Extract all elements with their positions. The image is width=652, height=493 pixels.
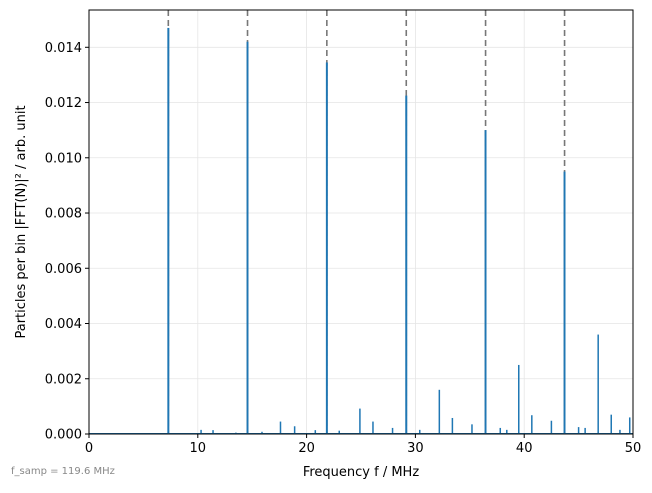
y-tick-label: 0.002: [45, 372, 82, 387]
spectrum-bar: [550, 420, 553, 434]
x-tick-label: 20: [298, 441, 315, 456]
spectrum-bar: [518, 364, 520, 434]
y-tick-label: 0.010: [45, 151, 82, 166]
spectrum-bar: [499, 427, 502, 434]
spectrum-bar: [471, 424, 473, 434]
spectrum-bar: [628, 417, 631, 434]
x-tick-label: 10: [190, 441, 207, 456]
harmonic-reference-lines: [167, 10, 566, 434]
spectrum-peak-bar: [325, 62, 328, 434]
spectrum-peak-bar: [484, 130, 487, 434]
plot-area-frame: [88, 9, 634, 435]
y-tick-label: 0.008: [45, 207, 82, 222]
spectrum-bar: [372, 421, 374, 434]
spectrum-bars: [89, 27, 633, 434]
spectrum-bar: [200, 429, 202, 434]
x-tick-label: 40: [516, 441, 533, 456]
spectrum-bar: [338, 430, 340, 434]
x-tick-label: 30: [407, 441, 424, 456]
spectrum-bar: [359, 408, 361, 434]
spectrum-bar: [610, 414, 612, 434]
y-tick-label: 0.014: [45, 41, 82, 56]
spectrum-peak-bar: [246, 41, 249, 434]
spectrum-bar: [235, 432, 237, 434]
spectrum-bar: [619, 429, 621, 434]
y-tick-label: 0.004: [45, 317, 82, 332]
spectrum-bar: [506, 429, 508, 434]
y-axis-label: Particles per bin |FFT(N)|² / arb. unit: [14, 105, 29, 338]
spectrum-bar: [597, 334, 599, 434]
sampling-frequency-note: f_samp = 119.6 MHz: [11, 466, 115, 477]
y-tick-label: 0.012: [45, 96, 82, 111]
spectrum-bar: [314, 430, 317, 434]
spectrum-peak-bar: [563, 171, 566, 434]
spectrum-bar: [391, 427, 394, 434]
x-axis-ticks: 0 10 20 30 40 50: [85, 434, 641, 456]
y-tick-label: 0.006: [45, 262, 82, 277]
spectrum-bar: [419, 429, 421, 434]
x-tick-label: 50: [625, 441, 642, 456]
x-axis-label: Frequency f / MHz: [303, 465, 420, 480]
spectrum-bar: [261, 431, 263, 434]
y-axis-ticks: 0.000 0.002 0.004 0.006 0.008 0.010 0.012 0.014: [45, 41, 89, 443]
spectrum-bar: [279, 421, 282, 434]
spectrum-peak-bar: [405, 95, 408, 434]
spectrum-bar: [584, 427, 586, 434]
spectrum-bar: [438, 389, 441, 434]
spectrum-bar: [577, 427, 580, 434]
spectrum-peak-bar: [167, 27, 170, 434]
grid-lines: [88, 10, 634, 435]
spectrum-bar: [212, 430, 214, 434]
spectrum-bar: [531, 415, 533, 434]
spectrum-bar: [293, 426, 296, 434]
spectrum-bar: [451, 417, 454, 434]
y-tick-label: 0.000: [45, 428, 82, 443]
x-tick-label: 0: [85, 441, 93, 456]
